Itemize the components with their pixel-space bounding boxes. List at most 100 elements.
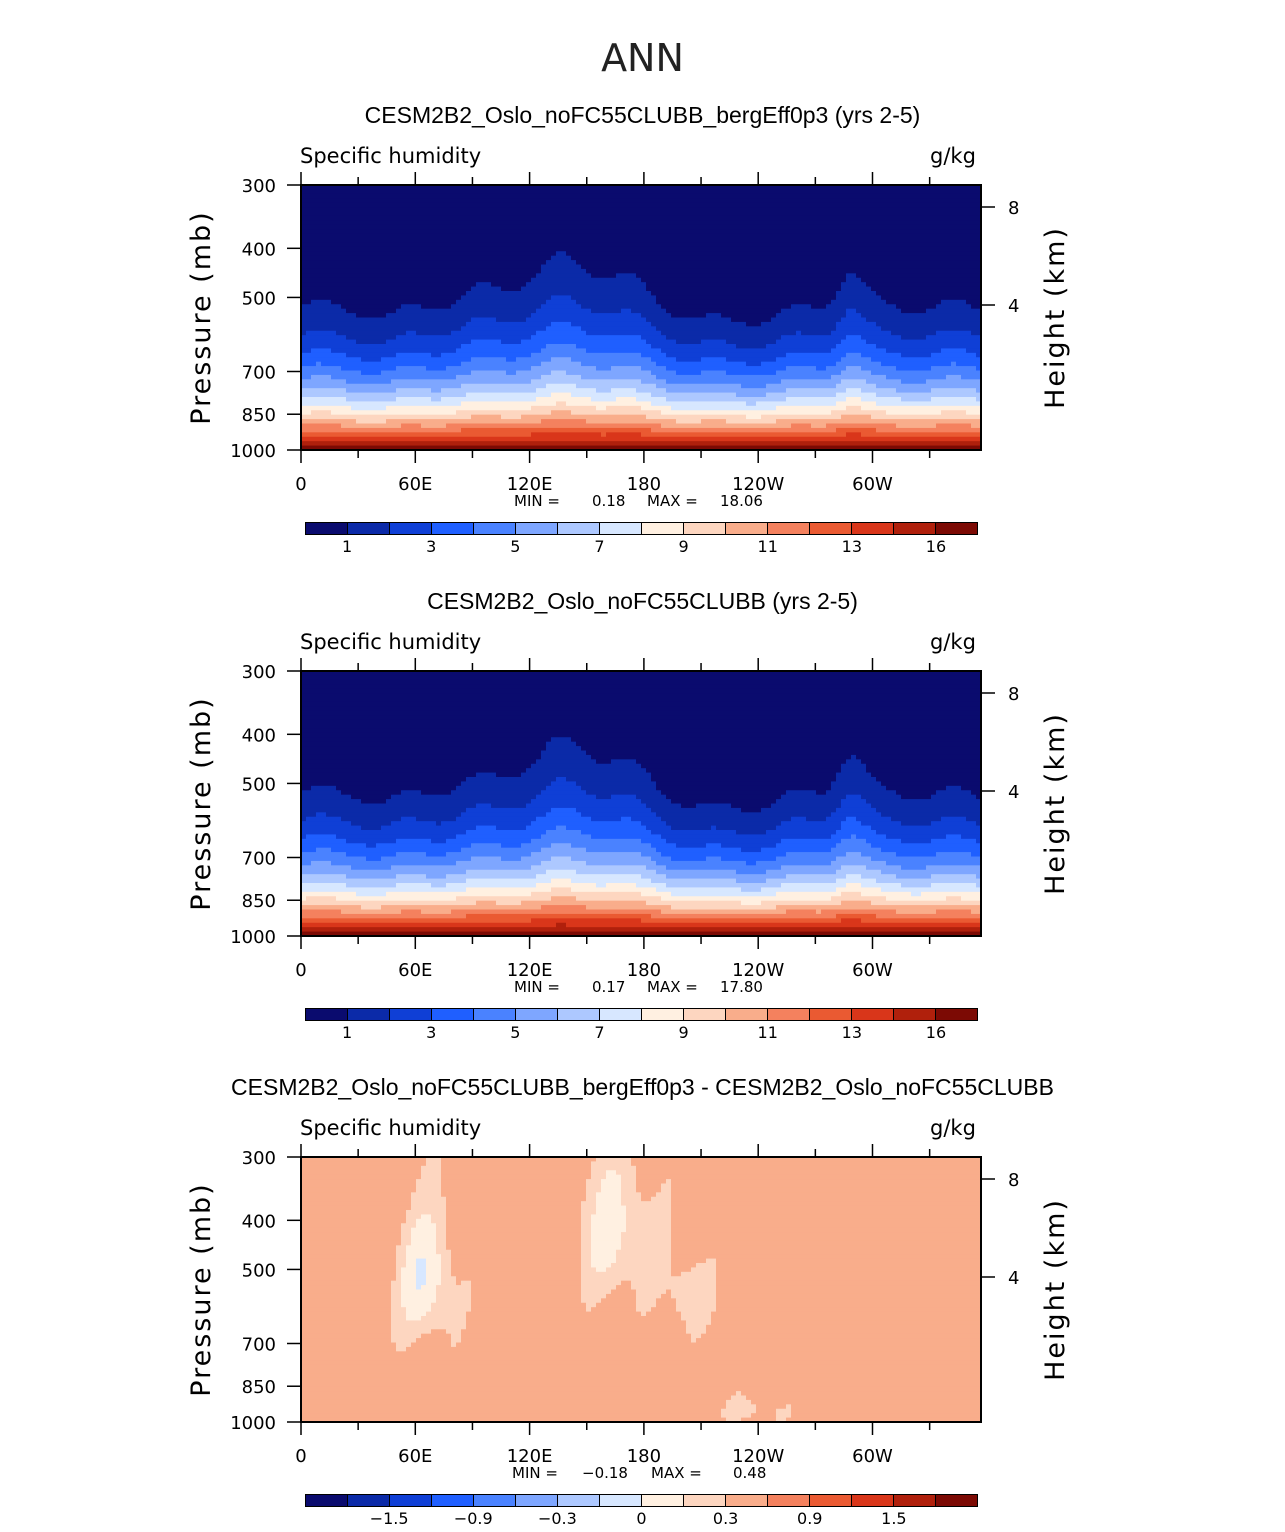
panel-2-contour-field (301, 671, 982, 937)
y-tick-label: 300 (242, 662, 276, 683)
colorbar-swatch (642, 1495, 684, 1506)
y-tick-label: 500 (242, 1260, 276, 1281)
right-tick-label: 4 (1008, 782, 1019, 803)
colorbar-swatch (726, 1009, 768, 1020)
colorbar-label: 0 (636, 1509, 646, 1528)
panel-2-min-value: 0.17 (592, 978, 625, 996)
colorbar-label: 5 (510, 537, 520, 556)
colorbar-swatch (558, 1495, 600, 1506)
y-tick-label: 300 (242, 176, 276, 197)
y-tick-label: 700 (242, 362, 276, 383)
colorbar-label: 16 (926, 1023, 946, 1042)
colorbar-swatch (810, 1009, 852, 1020)
panel-3-min-label: MIN = (512, 1464, 558, 1482)
colorbar-label: 1.5 (881, 1509, 906, 1528)
y-tick-label: 700 (242, 848, 276, 869)
y-tick-label: 500 (242, 288, 276, 309)
colorbar-swatch (852, 1495, 894, 1506)
colorbar-swatch (642, 1009, 684, 1020)
colorbar-swatch (516, 1009, 558, 1020)
colorbar-swatch (684, 1495, 726, 1506)
y-axis-title-right: Height (km) (1040, 712, 1071, 895)
colorbar-swatch (852, 1009, 894, 1020)
colorbar-label: −0.3 (538, 1509, 577, 1528)
panel-3-colorbar (305, 1494, 978, 1507)
colorbar-swatch (600, 1009, 642, 1020)
panel-1-min-label: MIN = (514, 492, 560, 510)
x-tick-label: 0 (295, 1446, 306, 1467)
colorbar-label: 11 (758, 537, 778, 556)
right-tick-label: 8 (1008, 684, 1019, 705)
y-tick-label: 700 (242, 1334, 276, 1355)
colorbar-swatch (726, 523, 768, 534)
panel-1-max-value: 18.06 (720, 492, 763, 510)
panel-1-min-value: 0.18 (592, 492, 625, 510)
right-tick-label: 4 (1008, 1268, 1019, 1289)
right-tick-label: 8 (1008, 198, 1019, 219)
colorbar-swatch (894, 1009, 936, 1020)
colorbar-swatch (768, 1009, 810, 1020)
colorbar-swatch (600, 523, 642, 534)
panel-2-max-label: MAX = (647, 978, 698, 996)
colorbar-swatch (474, 1009, 516, 1020)
y-tick-label: 1000 (230, 927, 276, 948)
panel-1-contour-field (301, 185, 982, 451)
x-tick-label: 60E (398, 960, 432, 981)
colorbar-label: 1 (342, 1023, 352, 1042)
colorbar-swatch (474, 1495, 516, 1506)
x-tick-label: 60W (852, 960, 893, 981)
colorbar-label: 3 (426, 537, 436, 556)
colorbar-label: 3 (426, 1023, 436, 1042)
colorbar-swatch (936, 523, 977, 534)
colorbar-swatch (432, 523, 474, 534)
colorbar-label: 7 (594, 1023, 604, 1042)
right-tick-label: 8 (1008, 1170, 1019, 1191)
colorbar-swatch (558, 1009, 600, 1020)
colorbar-swatch (642, 523, 684, 534)
colorbar-swatch (516, 1495, 558, 1506)
colorbar-swatch (390, 523, 432, 534)
colorbar-label: 5 (510, 1023, 520, 1042)
colorbar-swatch (768, 523, 810, 534)
y-axis-title: Pressure (mb) (186, 1182, 217, 1396)
panel-2-min-label: MIN = (514, 978, 560, 996)
panel-1-title: CESM2B2_Oslo_noFC55CLUBB_bergEff0p3 (yrs… (0, 102, 1285, 129)
colorbar-swatch (348, 523, 390, 534)
colorbar-label: 0.9 (797, 1509, 822, 1528)
x-tick-label: 0 (295, 960, 306, 981)
colorbar-swatch (684, 1009, 726, 1020)
colorbar-swatch (348, 1009, 390, 1020)
y-tick-label: 500 (242, 774, 276, 795)
colorbar-swatch (474, 523, 516, 534)
y-tick-label: 850 (242, 405, 276, 426)
figure-title: ANN (0, 36, 1285, 80)
x-tick-label: 0 (295, 474, 306, 495)
colorbar-swatch (306, 1495, 348, 1506)
colorbar-label: 16 (926, 537, 946, 556)
colorbar-label: 11 (758, 1023, 778, 1042)
panel-3-title: CESM2B2_Oslo_noFC55CLUBB_bergEff0p3 - CE… (0, 1074, 1285, 1101)
panel-2-title: CESM2B2_Oslo_noFC55CLUBB (yrs 2-5) (0, 588, 1285, 615)
y-tick-label: 1000 (230, 1413, 276, 1434)
colorbar-label: −0.9 (454, 1509, 493, 1528)
panel-3-max-label: MAX = (651, 1464, 702, 1482)
panel-3-contour-field (301, 1157, 982, 1423)
colorbar-swatch (894, 1495, 936, 1506)
colorbar-label: 7 (594, 537, 604, 556)
colorbar-label: −1.5 (370, 1509, 409, 1528)
panel-1-max-label: MAX = (647, 492, 698, 510)
colorbar-swatch (936, 1009, 977, 1020)
x-tick-label: 60W (852, 474, 893, 495)
right-tick-label: 4 (1008, 296, 1019, 317)
panel-2-colorbar (305, 1008, 978, 1021)
colorbar-swatch (306, 523, 348, 534)
colorbar-swatch (810, 523, 852, 534)
y-tick-label: 850 (242, 1377, 276, 1398)
colorbar-swatch (432, 1009, 474, 1020)
